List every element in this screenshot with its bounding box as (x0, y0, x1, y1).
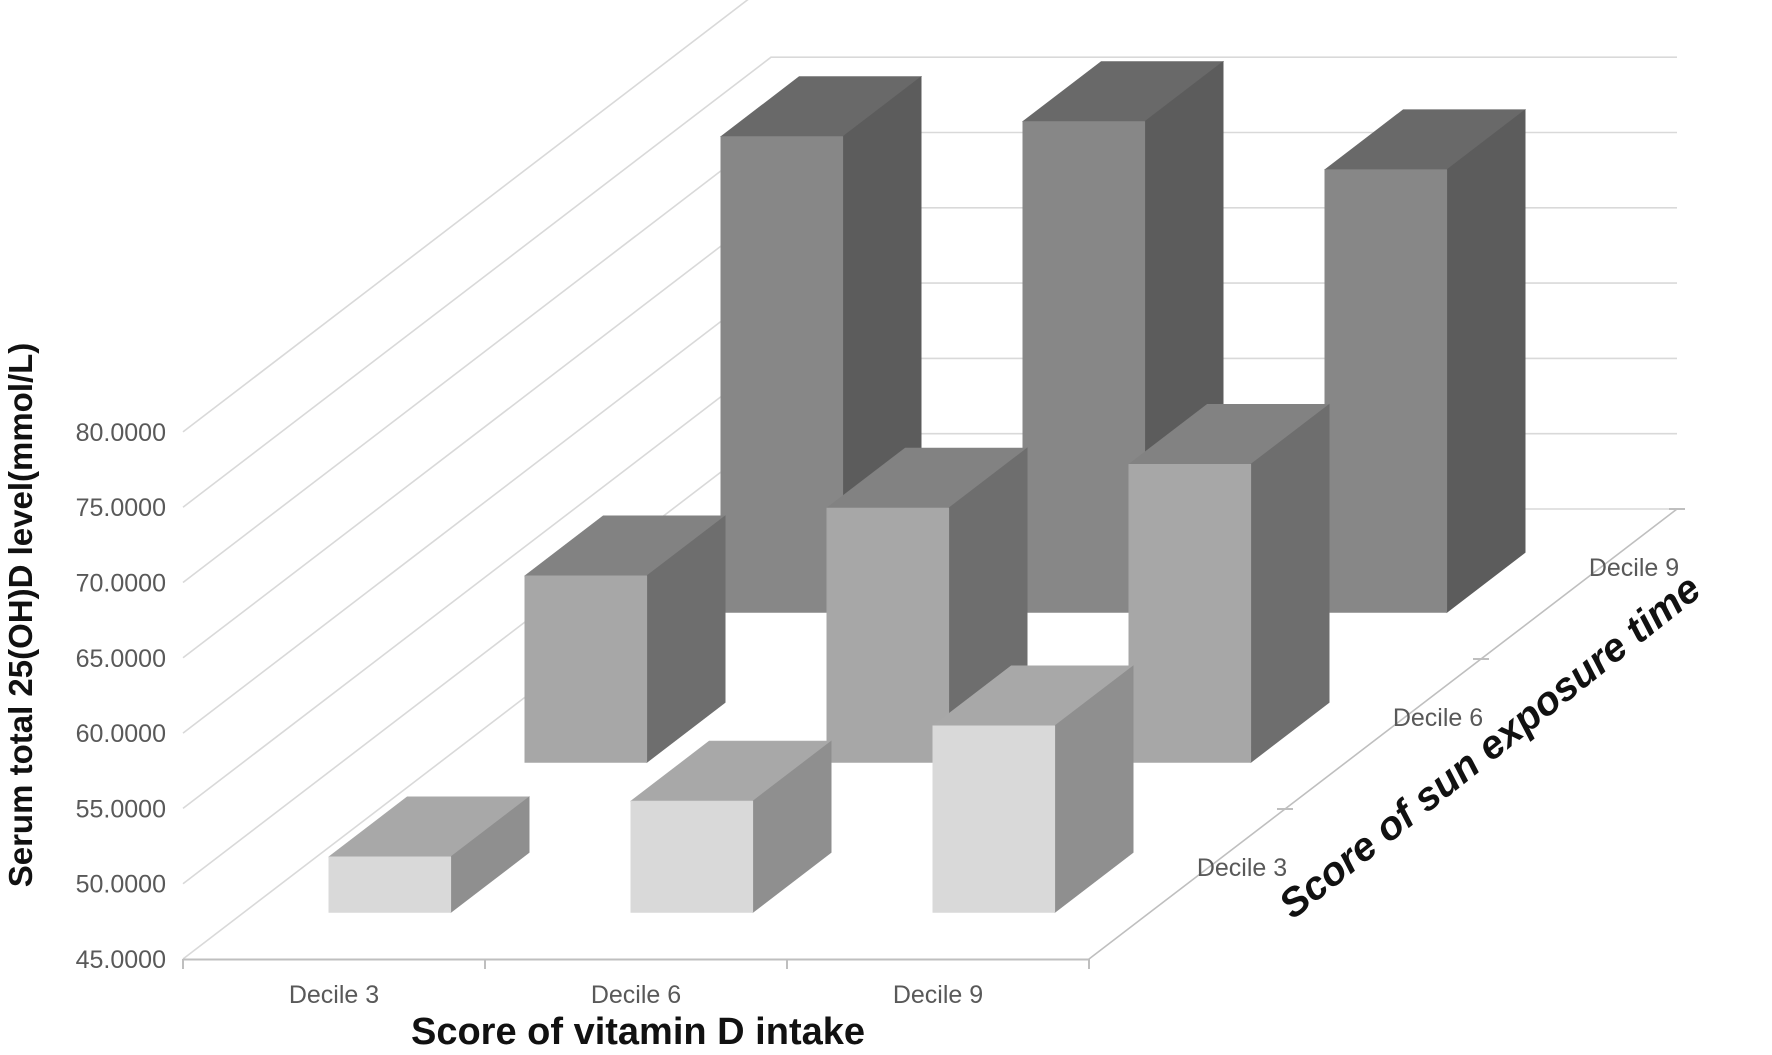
bar-front-face (328, 856, 452, 913)
bar-sun-decile-3-vitd-decile-3 (327, 796, 531, 914)
y-tick-label: 80.0000 (76, 419, 166, 447)
bar-side-face (1250, 403, 1330, 764)
bar-side-face (1446, 109, 1526, 614)
y-axis-title: Serum total 25(OH)D level(mmol/L) (2, 343, 39, 888)
z-category-label: Decile 6 (1393, 704, 1483, 732)
y-tick-label: 65.0000 (76, 645, 166, 673)
gridline-80 (182, 0, 749, 433)
bar-front-face (630, 800, 754, 913)
z-category-label: Decile 9 (1589, 554, 1679, 582)
y-tick-label: 50.0000 (76, 871, 166, 899)
bar-sun-decile-6-vitd-decile-9 (1127, 403, 1331, 764)
bar-front-face (1022, 121, 1146, 613)
label-layer: 45.0000 50.0000 55.0000 60.0000 65.0000 70.00… (76, 419, 1680, 1009)
bar-front-face (1324, 169, 1448, 613)
x-category-label: Decile 3 (289, 981, 379, 1009)
z-category-label: Decile 3 (1197, 854, 1287, 882)
bar-front-face (524, 575, 648, 763)
bar-sun-decile-9-vitd-decile-9 (1323, 109, 1527, 614)
bar-front-face (826, 507, 950, 763)
bar-layer (327, 60, 1527, 914)
x-category-label: Decile 6 (591, 981, 681, 1009)
y-tick-label: 45.0000 (76, 946, 166, 974)
y-tick-label: 55.0000 (76, 795, 166, 823)
bar-sun-decile-3-vitd-decile-6 (629, 740, 833, 914)
bar-front-face (720, 136, 844, 613)
x-axis-title: Score of vitamin D intake (411, 1011, 865, 1053)
x-category-label: Decile 9 (893, 981, 983, 1009)
axis-layer (182, 508, 1685, 969)
bar-front-face (1128, 463, 1252, 763)
z-axis-title: Score of sun exposure time (1271, 566, 1709, 927)
bar-sun-decile-3-vitd-decile-9 (931, 665, 1135, 914)
y-tick-label: 75.0000 (76, 494, 166, 522)
gridline-75 (182, 56, 1677, 508)
bar-front-face (932, 725, 1056, 913)
y-tick-label: 60.0000 (76, 720, 166, 748)
y-tick-label: 70.0000 (76, 570, 166, 598)
bar-sun-decile-6-vitd-decile-3 (523, 515, 727, 764)
depth-axis-line (1088, 508, 1678, 960)
